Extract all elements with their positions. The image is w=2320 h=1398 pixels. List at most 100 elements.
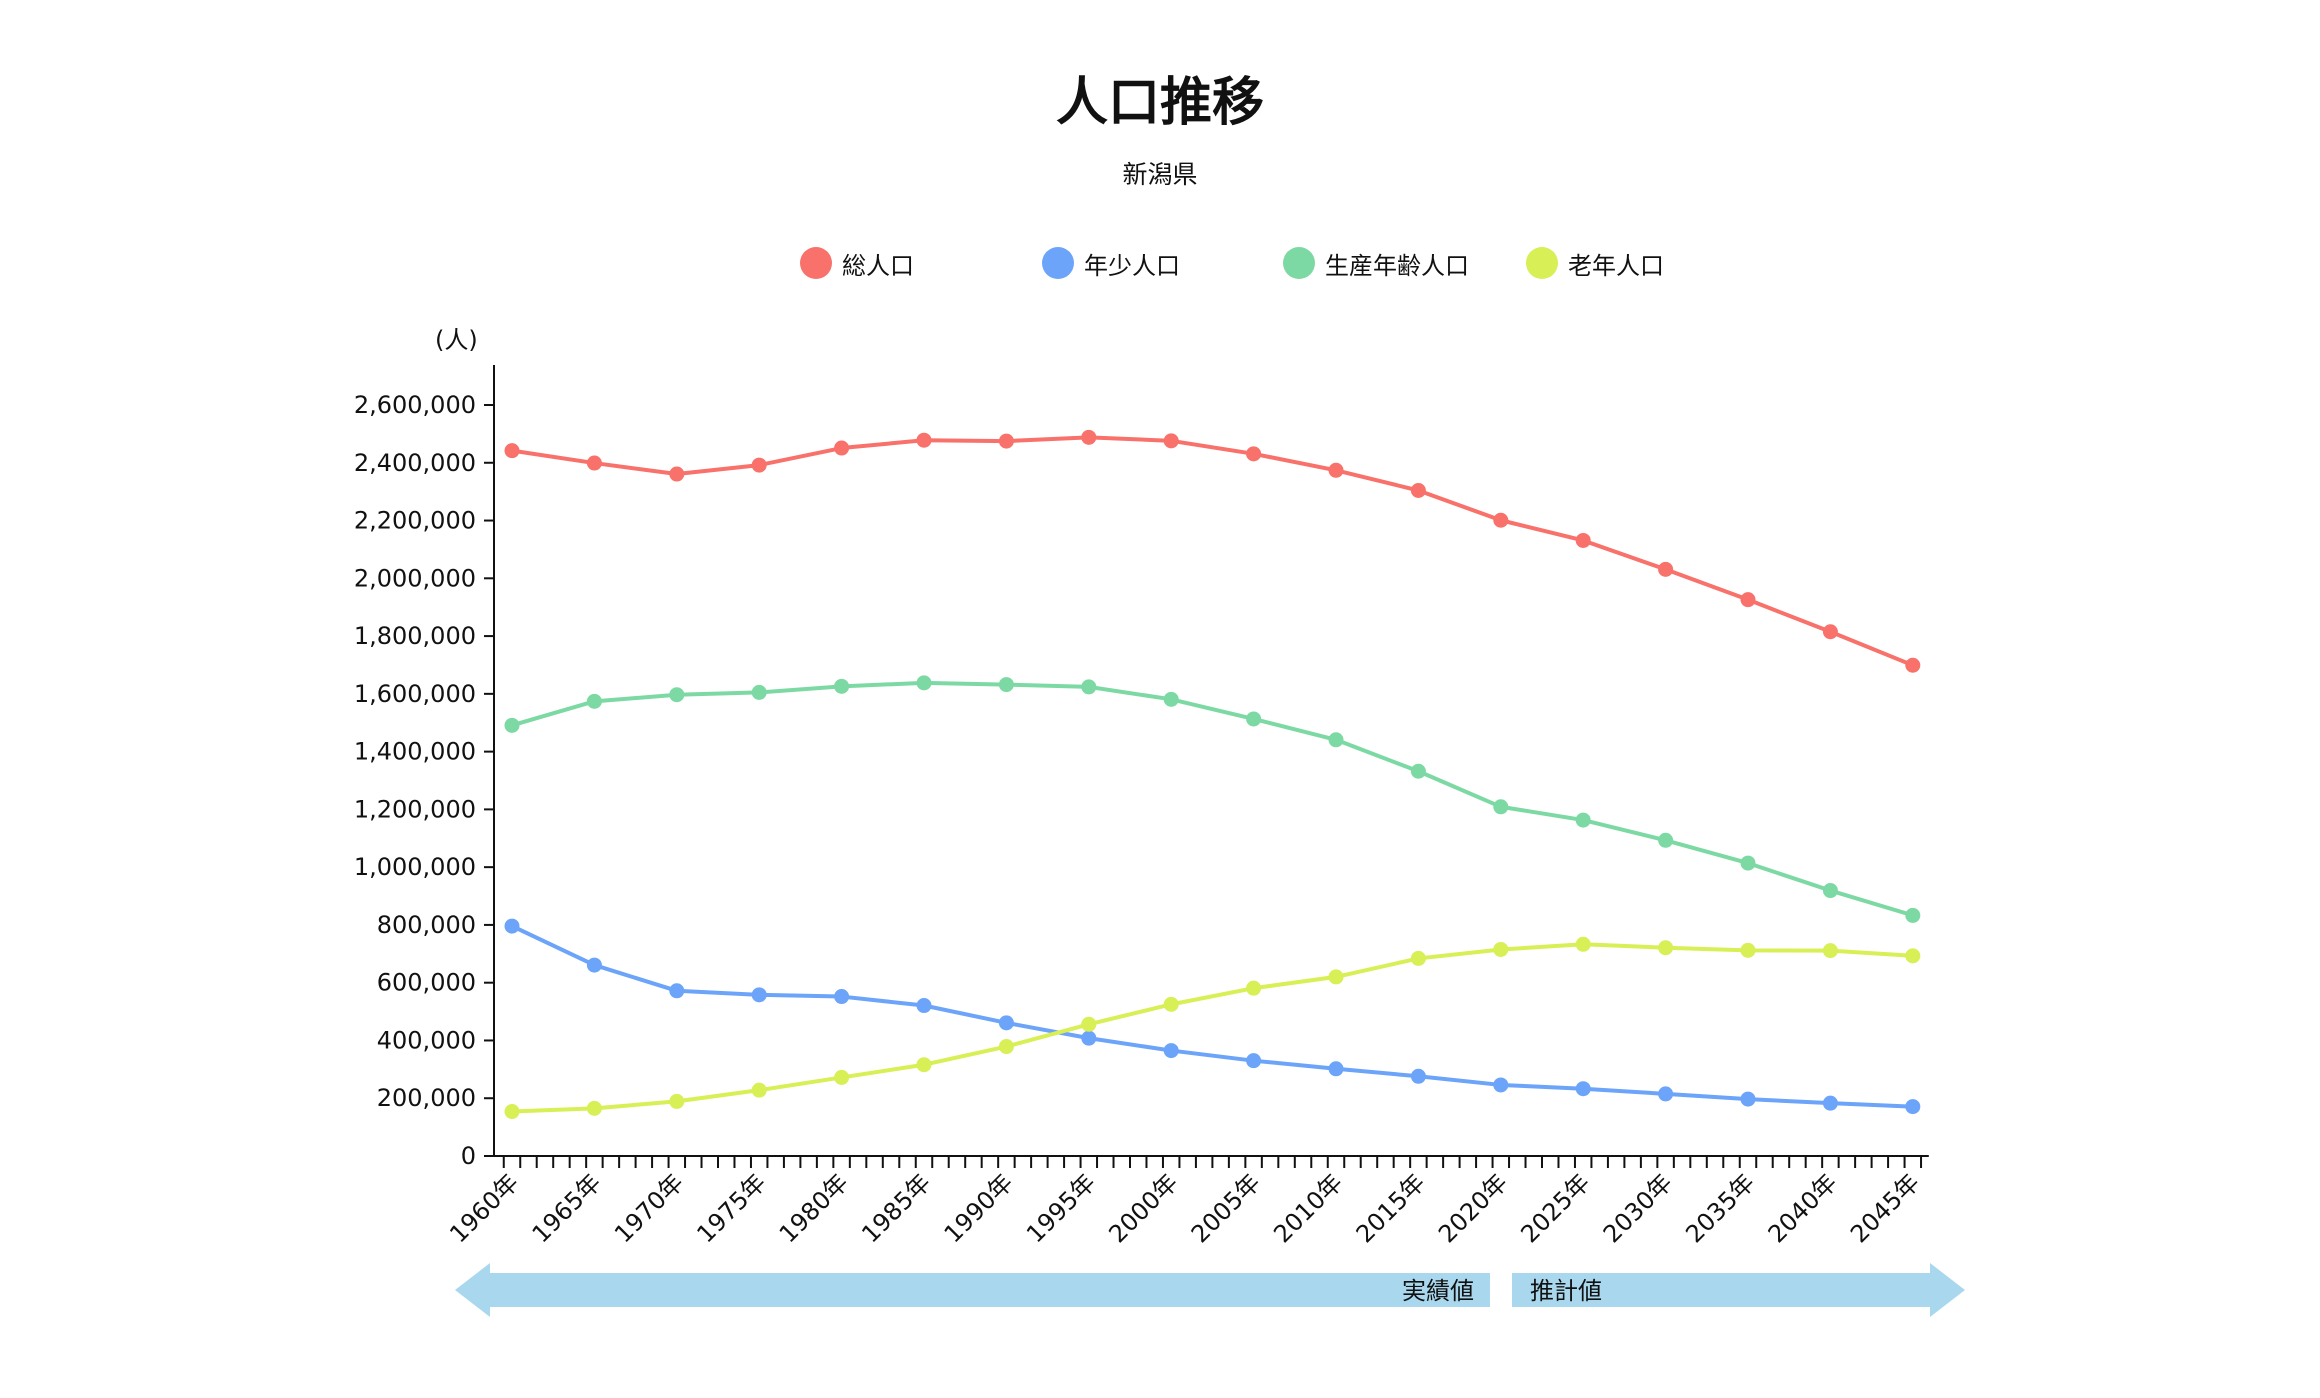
legend-label: 総人口 [842,251,914,280]
data-point[interactable] [1575,532,1591,548]
y-tick-label: 1,600,000 [354,680,476,708]
data-point[interactable] [1493,512,1509,528]
data-point[interactable] [998,1015,1014,1031]
series-1 [504,918,1921,1115]
data-point[interactable] [1822,943,1838,959]
data-point[interactable] [916,1057,932,1073]
data-point[interactable] [586,1100,602,1116]
data-point[interactable] [1410,1068,1426,1084]
x-tick-label: 1995年 [1021,1168,1101,1248]
x-tick-label: 2010年 [1268,1168,1348,1248]
x-tick-label: 2020年 [1433,1168,1513,1248]
data-point[interactable] [1246,446,1262,462]
data-point[interactable] [586,957,602,973]
data-point[interactable] [1163,1043,1179,1059]
data-point[interactable] [1658,1086,1674,1102]
data-point[interactable] [1328,732,1344,748]
data-point[interactable] [751,684,767,700]
legend-item-working-age[interactable]: 生産年齢人口 [1283,245,1469,281]
data-point[interactable] [916,432,932,448]
data-point[interactable] [1163,433,1179,449]
data-point[interactable] [834,678,850,694]
data-point[interactable] [1493,941,1509,957]
data-point[interactable] [1163,996,1179,1012]
data-point[interactable] [1822,1095,1838,1111]
series-line [511,680,1914,918]
series-layer [504,429,1921,1120]
data-point[interactable] [1328,1061,1344,1077]
projected-period-arrow [1512,1263,1965,1317]
data-point[interactable] [504,918,520,934]
data-point[interactable] [1740,855,1756,871]
data-point[interactable] [1163,691,1179,707]
y-tick-label: 2,400,000 [354,449,476,477]
data-point[interactable] [669,466,685,482]
data-point[interactable] [1575,812,1591,828]
data-point[interactable] [1822,624,1838,640]
y-tick-label: 1,400,000 [354,738,476,766]
data-point[interactable] [1493,799,1509,815]
series-line [511,435,1914,668]
legend-item-total[interactable]: 総人口 [800,245,914,281]
x-tick-label: 1985年 [856,1168,936,1248]
legend-marker-icon [1526,247,1558,279]
data-point[interactable] [1246,1053,1262,1069]
data-point[interactable] [1575,1081,1591,1097]
data-point[interactable] [669,983,685,999]
x-tick-label: 1965年 [527,1168,607,1248]
data-point[interactable] [1410,482,1426,498]
data-point[interactable] [751,987,767,1003]
data-point[interactable] [1410,950,1426,966]
data-point[interactable] [1410,763,1426,779]
y-tick-label: 200,000 [377,1084,476,1112]
data-point[interactable] [1081,429,1097,445]
data-point[interactable] [834,440,850,456]
data-point[interactable] [1575,936,1591,952]
data-point[interactable] [1905,907,1921,923]
legend-item-elderly[interactable]: 老年人口 [1526,245,1664,281]
data-point[interactable] [1658,832,1674,848]
data-point[interactable] [916,675,932,691]
data-point[interactable] [1905,1099,1921,1115]
data-point[interactable] [834,1069,850,1085]
x-tick-label: 2030年 [1598,1168,1678,1248]
data-point[interactable] [1081,679,1097,695]
data-point[interactable] [916,998,932,1014]
data-point[interactable] [998,1039,1014,1055]
data-point[interactable] [998,433,1014,449]
data-point[interactable] [1658,940,1674,956]
y-tick-label: 2,200,000 [354,507,476,535]
period-arrows: 実績値 推計値 [455,1263,1965,1317]
data-point[interactable] [1905,948,1921,964]
data-point[interactable] [586,455,602,471]
data-point[interactable] [1740,942,1756,958]
series-line [511,924,1913,1109]
data-point[interactable] [1905,657,1921,673]
legend-item-youth[interactable]: 年少人口 [1042,245,1180,281]
data-point[interactable] [1658,561,1674,577]
data-point[interactable] [1740,1091,1756,1107]
data-point[interactable] [504,1104,520,1120]
data-point[interactable] [586,693,602,709]
legend-label: 年少人口 [1084,251,1180,280]
data-point[interactable] [504,443,520,459]
data-point[interactable] [1081,1016,1097,1032]
data-point[interactable] [1493,1077,1509,1093]
data-point[interactable] [834,989,850,1005]
data-point[interactable] [998,677,1014,693]
x-tick-label: 2025年 [1515,1168,1595,1248]
data-point[interactable] [504,717,520,733]
data-point[interactable] [1246,711,1262,727]
data-point[interactable] [669,1093,685,1109]
data-point[interactable] [1328,462,1344,478]
data-point[interactable] [1246,980,1262,996]
data-point[interactable] [751,457,767,473]
data-point[interactable] [669,687,685,703]
data-point[interactable] [1081,1030,1097,1046]
data-point[interactable] [1328,969,1344,985]
data-point[interactable] [1822,883,1838,899]
projected-period-label: 推計値 [1530,1277,1602,1305]
data-point[interactable] [751,1082,767,1098]
data-point[interactable] [1740,592,1756,608]
